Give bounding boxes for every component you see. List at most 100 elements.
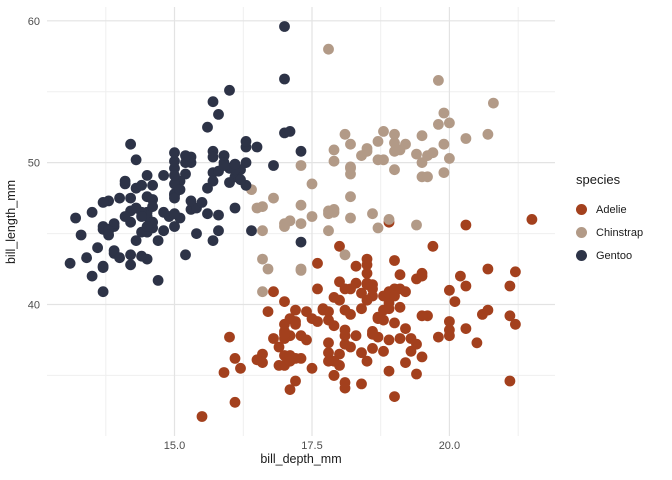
data-point-adelie [383,334,395,346]
data-point-adelie [317,303,329,315]
data-point-adelie [328,320,340,332]
data-point-adelie [268,333,279,344]
data-point-chinstrap [416,130,428,142]
data-point-gentoo [119,178,131,190]
data-point-chinstrap [378,125,389,137]
data-point-gentoo [218,160,230,171]
data-point-chinstrap [372,222,384,234]
data-point-gentoo [202,121,213,133]
data-point-adelie [345,309,356,320]
data-point-gentoo [207,235,219,247]
data-point-adelie [268,286,279,298]
data-point-gentoo [97,286,109,298]
data-point-adelie [361,294,373,306]
data-point-adelie [378,345,389,357]
data-point-gentoo [92,242,103,254]
data-point-chinstrap [389,145,400,157]
data-point-gentoo [191,228,202,240]
data-point-chinstrap [389,128,400,140]
data-point-chinstrap [438,107,450,119]
data-point-chinstrap [328,155,340,167]
data-point-gentoo [268,160,279,171]
data-point-adelie [427,240,439,252]
data-point-gentoo [295,236,307,248]
data-point-chinstrap [345,191,356,203]
data-point-adelie [301,334,312,346]
data-point-adelie [416,267,428,279]
data-point-chinstrap [345,138,356,150]
data-point-gentoo [158,206,170,218]
data-point-chinstrap [295,199,307,211]
legend-item-gentoo: Gentoo [576,244,643,267]
data-point-gentoo [279,21,290,32]
data-point-adelie [510,318,521,330]
data-point-adelie [389,317,400,329]
data-point-gentoo [207,96,219,108]
data-point-chinstrap [268,192,279,204]
x-tick-label: 15.0 [164,440,185,452]
data-point-adelie [504,310,516,322]
legend: species Adelie Chinstrap Gentoo [576,172,643,267]
data-point-adelie [361,277,373,289]
data-point-adelie [411,338,422,350]
data-point-adelie [389,255,400,266]
data-point-chinstrap [444,153,455,164]
data-point-gentoo [207,151,219,163]
y-tick-label: 50 [28,158,40,170]
data-point-adelie [273,341,285,353]
data-point-chinstrap [482,128,494,140]
data-point-gentoo [169,170,180,181]
data-point-gentoo [114,252,125,264]
data-point-adelie [361,267,373,279]
data-point-chinstrap [295,263,307,275]
data-point-gentoo [119,211,131,222]
data-point-gentoo [136,250,148,262]
data-point-adelie [218,367,230,378]
data-point-chinstrap [339,249,351,261]
data-point-gentoo [240,136,252,147]
data-point-adelie [323,337,334,349]
data-point-chinstrap [422,171,433,183]
data-point-adelie [196,411,208,422]
data-point-adelie [312,316,323,327]
data-point-gentoo [246,225,257,237]
data-point-gentoo [169,147,180,159]
data-point-chinstrap [251,202,263,214]
data-point-adelie [444,324,455,336]
data-point-gentoo [125,259,136,271]
data-point-adelie [339,377,351,388]
data-point-adelie [229,396,241,408]
y-axis-title: bill_length_mm [4,179,18,265]
data-point-gentoo [81,252,92,264]
data-point-chinstrap [438,167,450,179]
data-point-adelie [361,253,373,265]
data-point-gentoo [284,125,296,137]
data-point-gentoo [147,201,159,213]
data-point-adelie [229,353,241,364]
data-point-adelie [350,330,362,342]
data-point-chinstrap [257,286,268,298]
data-point-gentoo [174,184,186,196]
data-point-adelie [350,277,362,289]
data-point-gentoo [169,208,180,220]
data-point-adelie [356,347,367,359]
data-point-adelie [334,360,345,371]
data-point-gentoo [213,209,224,221]
data-point-adelie [460,280,472,292]
data-point-chinstrap [323,208,334,220]
data-point-gentoo [185,195,197,207]
data-point-gentoo [136,211,148,222]
data-point-chinstrap [279,218,290,230]
data-point-chinstrap [262,263,274,275]
data-point-adelie [416,351,428,363]
data-point-gentoo [136,179,148,191]
data-point-adelie [284,355,296,367]
data-point-gentoo [229,202,241,214]
data-point-gentoo [86,206,98,218]
data-point-adelie [444,284,455,296]
data-point-chinstrap [372,154,384,166]
data-point-chinstrap [328,144,340,156]
data-point-adelie [504,375,516,387]
data-point-adelie [323,347,334,359]
data-point-gentoo [196,197,208,208]
